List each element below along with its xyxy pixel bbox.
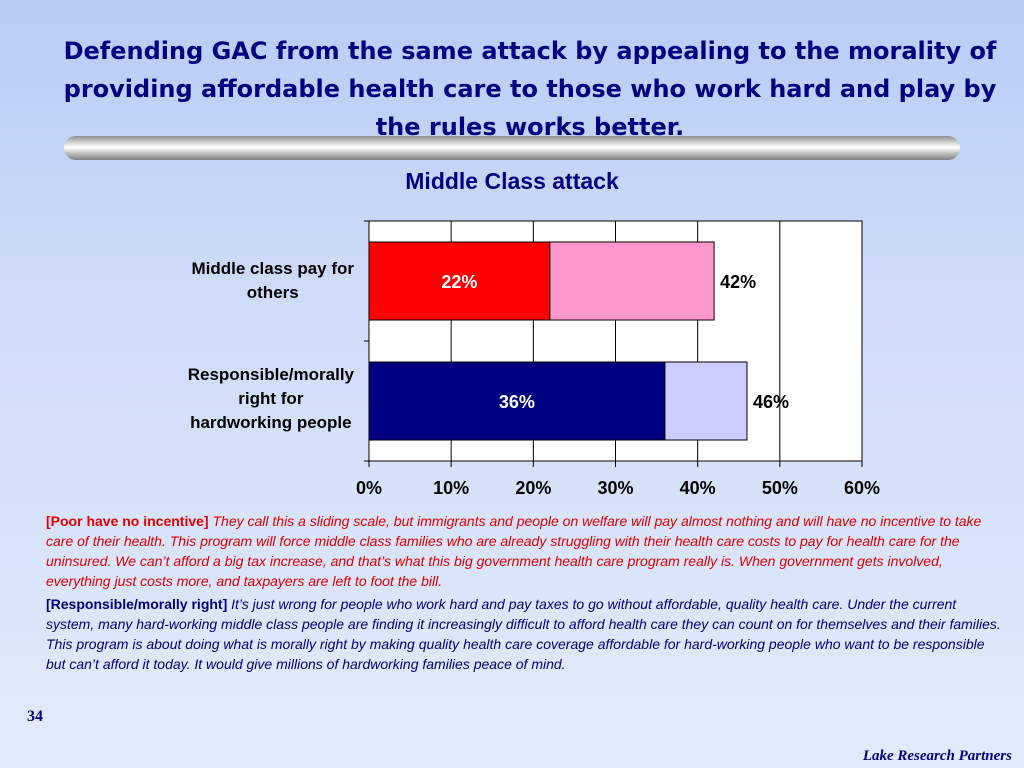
x-tick-label: 30% bbox=[597, 478, 633, 498]
chart-title: Middle Class attack bbox=[405, 168, 619, 194]
category-label-line: right for bbox=[238, 389, 304, 408]
page-number: 34 bbox=[27, 708, 43, 725]
x-tick-label: 40% bbox=[680, 478, 716, 498]
x-tick-label: 10% bbox=[433, 478, 469, 498]
category-label-line: hardworking people bbox=[190, 413, 352, 432]
x-tick-label: 50% bbox=[762, 478, 798, 498]
category-label-middle-class: Middle class pay for others bbox=[192, 257, 355, 305]
bar-inner-segment bbox=[368, 241, 551, 321]
x-tick-label: 20% bbox=[515, 478, 551, 498]
bar-inner-label: 36% bbox=[499, 392, 535, 412]
note-poor-no-incentive: [Poor have no incentive] They call this … bbox=[46, 511, 1002, 591]
bar-total-label: 42% bbox=[720, 272, 756, 292]
message-notes: [Poor have no incentive] They call this … bbox=[46, 511, 1002, 674]
brand-footer: Lake Research Partners bbox=[862, 748, 1012, 764]
note-responsible-morally-right: [Responsible/morally right] It’s just wr… bbox=[46, 594, 1002, 674]
bar-total-label: 46% bbox=[753, 392, 789, 412]
title-divider-bar bbox=[64, 136, 960, 160]
bar-inner-segment bbox=[368, 361, 666, 441]
category-label-line: Middle class pay for bbox=[191, 259, 355, 278]
bar-total-segment bbox=[664, 361, 748, 441]
note-tag: [Poor have no incentive] bbox=[46, 513, 209, 529]
note-text: It’s just wrong for people who work hard… bbox=[46, 596, 1001, 672]
category-label-responsible: Responsible/morally right for hardworkin… bbox=[188, 363, 354, 435]
bar-inner-label: 22% bbox=[441, 272, 477, 292]
category-label-line: Responsible/morally bbox=[187, 365, 354, 384]
category-label-line: others bbox=[246, 283, 299, 302]
note-tag: [Responsible/morally right] bbox=[46, 596, 228, 612]
x-tick-label: 0% bbox=[356, 478, 382, 498]
note-text: They call this a sliding scale, but immi… bbox=[46, 513, 982, 589]
bar-total-segment bbox=[549, 241, 715, 321]
x-tick-label: 60% bbox=[844, 478, 880, 498]
slide-title: Defending GAC from the same attack by ap… bbox=[63, 37, 997, 141]
